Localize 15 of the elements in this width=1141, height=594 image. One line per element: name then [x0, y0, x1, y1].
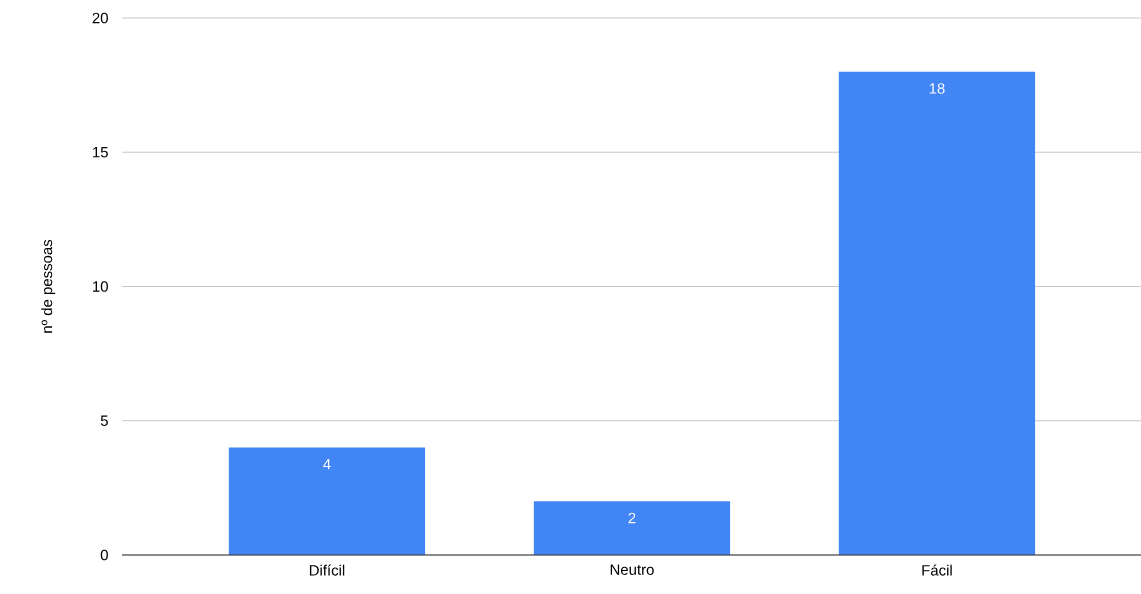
x-tick-label: Difícil	[309, 564, 345, 576]
bar	[228, 447, 426, 555]
y-tick-label: 10	[93, 281, 108, 292]
x-tick-label: Neutro	[610, 564, 654, 575]
data-label: 18	[929, 83, 945, 94]
y-axis-title: nº de pessoas	[41, 239, 56, 333]
x-tick-label: Fácil	[922, 564, 952, 576]
y-tick-label: 15	[93, 147, 108, 158]
bar	[838, 71, 1036, 555]
data-label: 2	[628, 512, 636, 524]
data-label: 4	[323, 459, 331, 470]
y-tick-label: 5	[100, 415, 108, 426]
bar	[533, 501, 731, 555]
y-tick-label: 20	[92, 12, 108, 24]
y-tick-label: 0	[100, 549, 108, 561]
